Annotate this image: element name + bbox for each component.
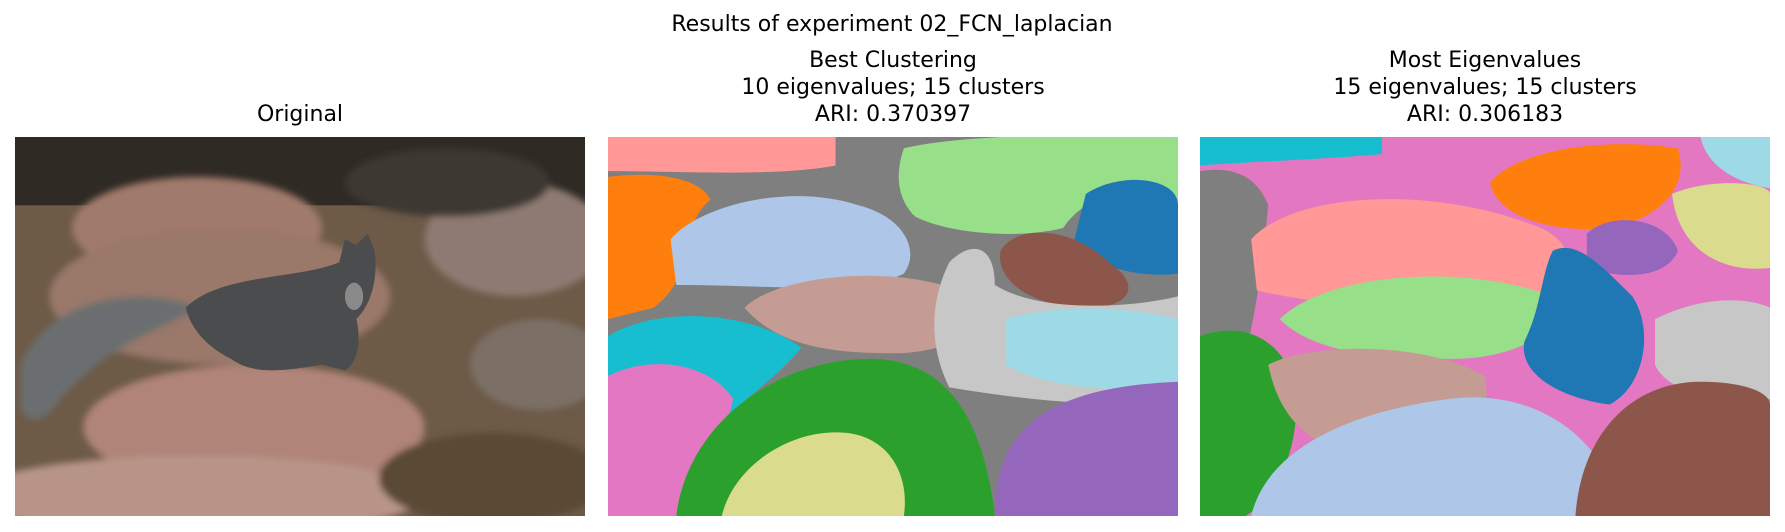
- panel-title: ARI: 0.306183: [1407, 102, 1563, 127]
- panel-title: Best Clustering: [809, 48, 977, 73]
- photo: [15, 137, 585, 516]
- panel-most-eigenvalues: [1200, 137, 1770, 516]
- figure-title: Results of experiment 02_FCN_laplacian: [671, 12, 1112, 37]
- panel-title: Original: [257, 102, 343, 127]
- panel-title: 10 eigenvalues; 15 clusters: [741, 75, 1044, 100]
- panel-title: Most Eigenvalues: [1389, 48, 1582, 73]
- panel-title: ARI: 0.370397: [815, 102, 971, 127]
- segmentation-map: [608, 137, 1178, 516]
- panel-title: 15 eigenvalues; 15 clusters: [1333, 75, 1636, 100]
- segmentation-map: [1200, 137, 1770, 516]
- panel-best-clustering: [608, 137, 1178, 516]
- panel-original: [15, 137, 585, 516]
